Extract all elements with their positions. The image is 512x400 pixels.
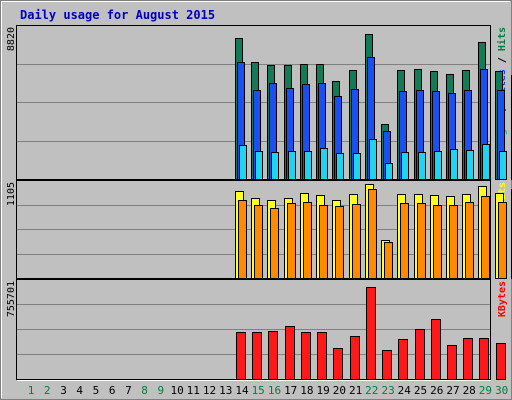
series-pages [239, 139, 507, 180]
bar-sites-day-28 [465, 202, 474, 279]
x-tick-label: 5 [93, 384, 100, 397]
bar-kbytes-day-16 [268, 331, 278, 380]
x-tick-label: 26 [430, 384, 443, 397]
panel-hits-files-pages: 8820Pages / Files / Hits [6, 25, 512, 181]
x-tick-label: 7 [125, 384, 132, 397]
bar-pages-day-20 [336, 153, 344, 180]
y-max-label: 755701 [6, 281, 17, 317]
bar-kbytes-day-27 [447, 345, 457, 380]
bar-sites-day-25 [417, 203, 426, 279]
x-tick-label: 28 [463, 384, 476, 397]
bar-pages-day-28 [466, 150, 474, 180]
bar-kbytes-day-21 [350, 336, 360, 380]
bar-pages-day-17 [288, 151, 296, 180]
bar-kbytes-day-28 [463, 338, 473, 380]
x-tick-label: 14 [235, 384, 249, 397]
x-tick-label: 3 [60, 384, 67, 397]
x-tick-label: 19 [316, 384, 329, 397]
x-axis-labels: 1 2 3 4 5 6 7 8 9 10 11 12 13 14 15 16 17 18 19 20 21 22 23 24 2… [28, 384, 512, 397]
series-kbytes [236, 287, 506, 380]
bar-pages-day-23 [385, 163, 393, 180]
x-tick-label: 24 [398, 384, 412, 397]
bar-pages-day-26 [434, 151, 442, 180]
bar-pages-day-29 [482, 144, 490, 180]
right-series-label: KBytes [497, 281, 508, 317]
x-tick-label: 18 [300, 384, 313, 397]
series-sites [238, 189, 507, 279]
bar-sites-day-14 [238, 200, 247, 279]
x-tick-label: 1 [28, 384, 35, 397]
bar-sites-day-29 [481, 196, 490, 279]
bar-pages-day-24 [401, 152, 409, 180]
panels-layer: 8820Pages / Files / Hits1105Sites / Visi… [6, 25, 512, 381]
bar-sites-day-21 [352, 204, 361, 279]
right-label-part: KBytes [497, 281, 508, 317]
x-tick-label: 27 [446, 384, 459, 397]
bar-kbytes-day-26 [431, 319, 441, 380]
bar-sites-day-23 [384, 242, 393, 279]
x-tick-label: 4 [76, 384, 83, 397]
x-tick-label: 6 [109, 384, 116, 397]
x-tick-label: 20 [333, 384, 346, 397]
x-tick-label: 8 [141, 384, 148, 397]
bar-kbytes-day-30 [496, 343, 506, 380]
bar-kbytes-day-23 [382, 350, 392, 380]
x-tick-label: 12 [203, 384, 216, 397]
bar-sites-day-24 [400, 203, 409, 279]
bar-kbytes-day-25 [415, 329, 425, 380]
x-tick-label: 22 [365, 384, 378, 397]
bar-pages-day-22 [369, 139, 377, 180]
y-max-label: 8820 [6, 27, 17, 51]
right-label-part: / [497, 51, 508, 69]
bar-pages-day-15 [255, 151, 263, 180]
bar-kbytes-day-14 [236, 332, 246, 380]
bar-kbytes-day-22 [366, 287, 376, 380]
bar-sites-day-22 [368, 189, 377, 279]
bar-sites-day-15 [254, 205, 263, 279]
bar-pages-day-21 [353, 153, 361, 180]
x-tick-label: 10 [170, 384, 183, 397]
bar-kbytes-day-18 [301, 332, 311, 380]
bar-kbytes-day-19 [317, 332, 327, 380]
bar-sites-day-27 [449, 205, 458, 279]
chart-title: Daily usage for August 2015 [20, 8, 215, 22]
x-tick-label: 21 [349, 384, 362, 397]
bar-sites-day-30 [498, 202, 507, 279]
bar-sites-day-19 [319, 205, 328, 279]
bar-sites-day-17 [287, 203, 296, 279]
x-tick-label: 30 [495, 384, 508, 397]
x-tick-label: 13 [219, 384, 232, 397]
x-tick-label: 23 [381, 384, 394, 397]
bar-sites-day-16 [270, 208, 279, 279]
bar-pages-day-27 [450, 149, 458, 180]
bar-pages-day-30 [499, 151, 507, 180]
x-tick-label: 25 [414, 384, 427, 397]
x-tick-label: 15 [252, 384, 265, 397]
x-tick-label: 17 [284, 384, 297, 397]
bar-pages-day-14 [239, 145, 247, 180]
right-label-part: Hits [496, 27, 508, 51]
bar-pages-day-16 [271, 152, 279, 180]
bar-sites-day-26 [433, 205, 442, 279]
y-max-label: 1105 [6, 182, 17, 206]
panel-kbytes: 755701 KBytes [6, 279, 508, 381]
x-tick-label: 9 [157, 384, 164, 397]
bar-sites-day-20 [335, 206, 344, 279]
x-tick-label: 2 [44, 384, 51, 397]
bar-pages-day-19 [320, 148, 328, 180]
bar-sites-day-18 [303, 202, 312, 279]
panel-visits-sites: 1105Sites / Visits [6, 180, 512, 280]
x-tick-label: 16 [268, 384, 281, 397]
bar-kbytes-day-29 [479, 338, 489, 380]
x-tick-label: 29 [479, 384, 492, 397]
bar-kbytes-day-15 [252, 332, 262, 380]
bar-pages-day-18 [304, 151, 312, 180]
bar-kbytes-day-24 [398, 339, 408, 380]
bar-kbytes-day-17 [285, 326, 295, 380]
bar-pages-day-25 [418, 152, 426, 180]
x-tick-label: 11 [187, 384, 200, 397]
bar-kbytes-day-20 [333, 348, 343, 380]
